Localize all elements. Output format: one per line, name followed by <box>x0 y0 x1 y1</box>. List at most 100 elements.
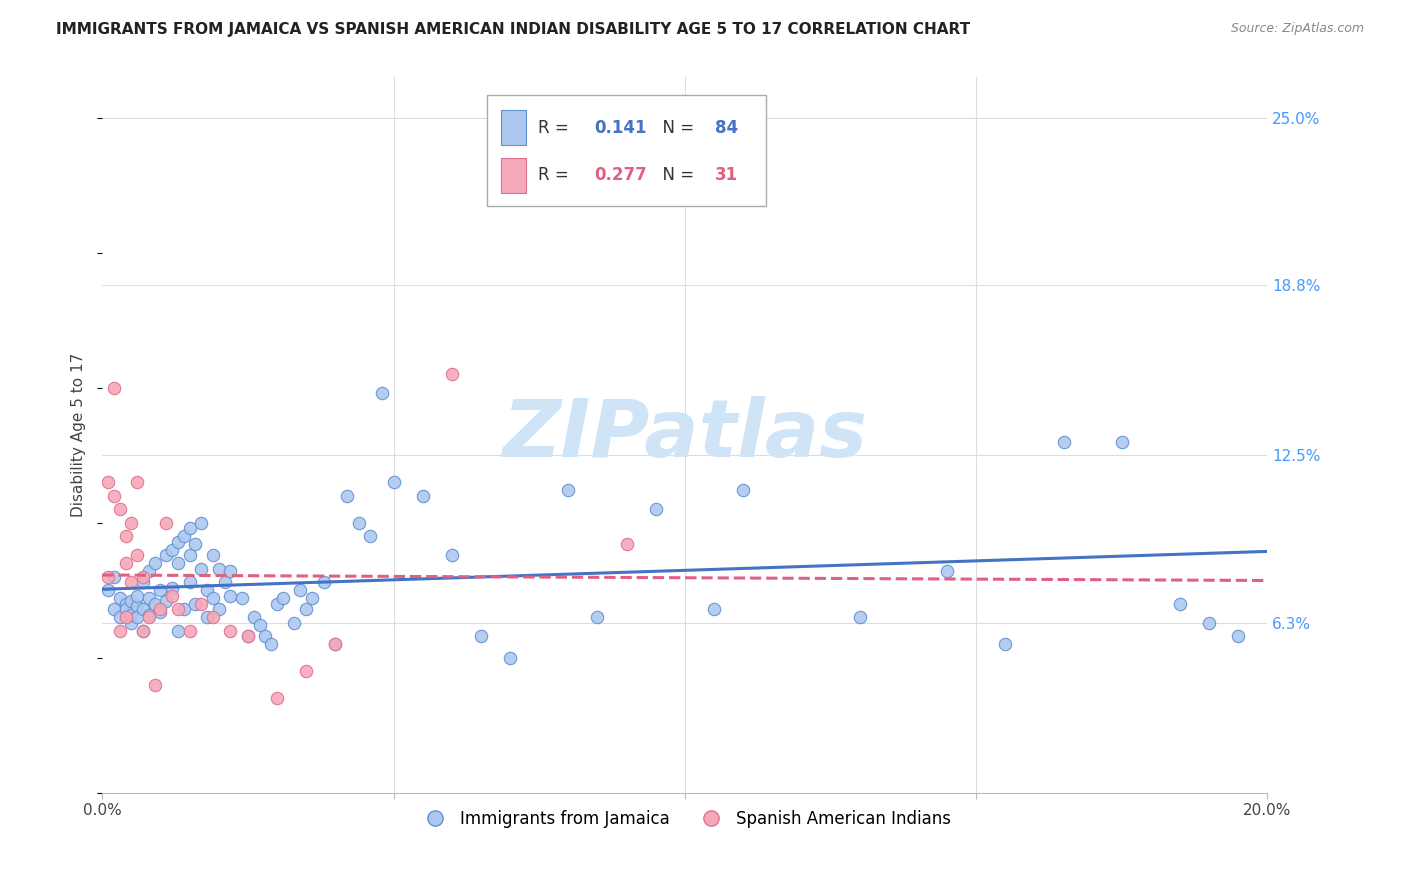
Text: N =: N = <box>652 119 700 136</box>
Point <box>184 597 207 611</box>
Point <box>201 548 224 562</box>
Point <box>295 664 318 678</box>
Point <box>219 624 242 638</box>
Point <box>1052 434 1074 449</box>
Point <box>160 589 183 603</box>
Point <box>733 483 755 498</box>
Point <box>114 597 136 611</box>
Point <box>271 591 294 606</box>
Point <box>114 602 136 616</box>
Point <box>382 475 405 490</box>
Point <box>1111 434 1133 449</box>
Point <box>127 610 149 624</box>
Point <box>97 583 120 598</box>
Point <box>190 561 212 575</box>
Point <box>994 637 1017 651</box>
Text: 0.277: 0.277 <box>593 167 647 185</box>
Point <box>195 583 218 598</box>
Point <box>132 570 155 584</box>
Point <box>323 637 346 651</box>
Point <box>1227 629 1250 643</box>
Point <box>184 537 207 551</box>
Point <box>167 602 190 616</box>
Point <box>155 594 177 608</box>
Point <box>201 591 224 606</box>
Point <box>143 678 166 692</box>
Point <box>219 565 242 579</box>
Point <box>179 624 201 638</box>
Point <box>236 629 259 643</box>
Point <box>149 583 172 598</box>
Point <box>179 521 201 535</box>
Point <box>412 489 434 503</box>
Text: 31: 31 <box>716 167 738 185</box>
Point <box>138 565 160 579</box>
Point <box>108 502 131 516</box>
Point <box>371 386 394 401</box>
Point <box>195 610 218 624</box>
Point <box>127 599 149 614</box>
Point <box>266 691 288 706</box>
Point <box>143 556 166 570</box>
Point <box>108 591 131 606</box>
Point <box>167 534 190 549</box>
Point <box>114 556 136 570</box>
Point <box>1168 597 1191 611</box>
Point <box>249 618 271 632</box>
Point <box>242 610 264 624</box>
Point <box>179 548 201 562</box>
Point <box>219 589 242 603</box>
Point <box>120 594 142 608</box>
Point <box>214 575 236 590</box>
Point <box>132 624 155 638</box>
Point <box>499 650 522 665</box>
Point <box>138 607 160 622</box>
Point <box>120 615 142 630</box>
Point <box>644 502 666 516</box>
Point <box>120 575 142 590</box>
Point <box>160 542 183 557</box>
Point <box>440 548 463 562</box>
Point <box>208 561 231 575</box>
Point <box>143 597 166 611</box>
Point <box>120 607 142 622</box>
Point <box>470 629 492 643</box>
Text: 0.141: 0.141 <box>593 119 647 136</box>
Point <box>323 637 346 651</box>
Point <box>103 602 125 616</box>
Point <box>848 610 870 624</box>
Point <box>312 575 335 590</box>
Point <box>103 381 125 395</box>
Point <box>236 629 259 643</box>
Point <box>132 575 155 590</box>
Point <box>132 602 155 616</box>
Point <box>586 610 609 624</box>
Point <box>127 589 149 603</box>
Point <box>108 610 131 624</box>
Point <box>283 615 305 630</box>
Point <box>138 591 160 606</box>
Point <box>167 556 190 570</box>
Text: R =: R = <box>538 119 574 136</box>
Bar <box>501 158 526 194</box>
Point <box>108 624 131 638</box>
Point <box>167 624 190 638</box>
Point <box>179 575 201 590</box>
Point <box>103 489 125 503</box>
Point <box>301 591 323 606</box>
Point <box>1198 615 1220 630</box>
Point <box>231 591 253 606</box>
Point <box>936 565 959 579</box>
Point <box>149 602 172 616</box>
Point <box>557 483 579 498</box>
Point <box>155 548 177 562</box>
Point <box>336 489 359 503</box>
Point <box>127 548 149 562</box>
Point <box>114 529 136 543</box>
Point <box>149 605 172 619</box>
Point <box>201 610 224 624</box>
Point <box>120 516 142 530</box>
Bar <box>501 110 526 145</box>
Point <box>138 610 160 624</box>
Point <box>114 610 136 624</box>
